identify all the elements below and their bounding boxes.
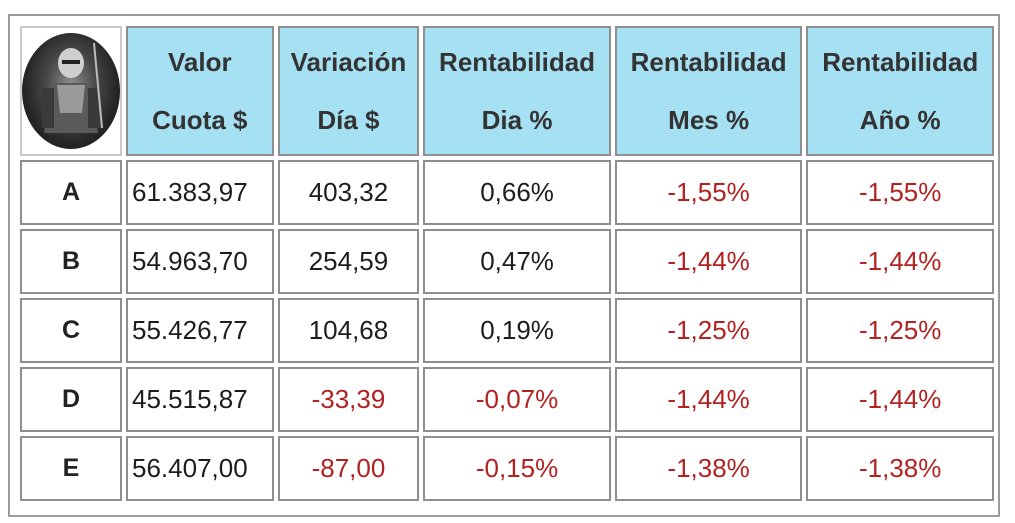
- variacion-dia-cell: -33,39: [277, 367, 420, 432]
- header-valor-cuota: Valor Cuota $: [126, 26, 274, 156]
- header-rent-ano: Rentabilidad Año %: [806, 26, 994, 156]
- rent-mes-cell: -1,25%: [614, 298, 803, 363]
- rent-mes-cell: -1,44%: [614, 229, 803, 294]
- rent-dia-cell: 0,47%: [423, 229, 611, 294]
- knight-logo-icon: [22, 33, 120, 149]
- header-rent-mes: Rentabilidad Mes %: [614, 26, 803, 156]
- header-valor-cuota-line1: Valor: [168, 47, 232, 77]
- header-rent-dia-line2: Dia %: [481, 105, 553, 135]
- valor-cuota-cell: 61.383,97: [126, 160, 274, 225]
- rent-mes-cell: -1,55%: [614, 160, 803, 225]
- fund-letter: E: [20, 436, 122, 501]
- rent-dia-cell: 0,19%: [423, 298, 611, 363]
- rent-ano-cell: -1,55%: [806, 160, 994, 225]
- fund-letter: D: [20, 367, 122, 432]
- logo-cell: [20, 26, 122, 156]
- header-valor-cuota-line2: Cuota $: [152, 105, 248, 135]
- rent-ano-cell: -1,25%: [806, 298, 994, 363]
- header-variacion-dia-line1: Variación: [290, 47, 407, 77]
- fund-letter: C: [20, 298, 122, 363]
- header-rent-ano-line2: Año %: [859, 105, 941, 135]
- fund-returns-table: Valor Cuota $ Variación Día $ Rentabilid…: [16, 22, 998, 505]
- knight-figure: [42, 42, 103, 133]
- table-row: E 56.407,00 -87,00 -0,15% -1,38% -1,38%: [20, 436, 994, 501]
- table-row: A 61.383,97 403,32 0,66% -1,55% -1,55%: [20, 160, 994, 225]
- header-row: Valor Cuota $ Variación Día $ Rentabilid…: [20, 26, 994, 156]
- rent-mes-cell: -1,44%: [614, 367, 803, 432]
- table-row: D 45.515,87 -33,39 -0,07% -1,44% -1,44%: [20, 367, 994, 432]
- rent-mes-cell: -1,38%: [614, 436, 803, 501]
- rent-dia-cell: -0,15%: [423, 436, 611, 501]
- fund-letter: B: [20, 229, 122, 294]
- rent-ano-cell: -1,44%: [806, 367, 994, 432]
- table-row: C 55.426,77 104,68 0,19% -1,25% -1,25%: [20, 298, 994, 363]
- variacion-dia-cell: 254,59: [277, 229, 420, 294]
- header-rent-mes-line1: Rentabilidad: [630, 47, 787, 77]
- variacion-dia-cell: -87,00: [277, 436, 420, 501]
- variacion-dia-cell: 403,32: [277, 160, 420, 225]
- header-rent-mes-line2: Mes %: [668, 105, 750, 135]
- variacion-dia-cell: 104,68: [277, 298, 420, 363]
- fund-table-frame: Valor Cuota $ Variación Día $ Rentabilid…: [8, 14, 1000, 517]
- rent-dia-cell: 0,66%: [423, 160, 611, 225]
- rent-dia-cell: -0,07%: [423, 367, 611, 432]
- header-rent-dia-line1: Rentabilidad: [439, 47, 596, 77]
- rent-ano-cell: -1,44%: [806, 229, 994, 294]
- valor-cuota-cell: 54.963,70: [126, 229, 274, 294]
- table-row: B 54.963,70 254,59 0,47% -1,44% -1,44%: [20, 229, 994, 294]
- header-variacion-dia: Variación Día $: [277, 26, 420, 156]
- header-rent-ano-line1: Rentabilidad: [822, 47, 979, 77]
- valor-cuota-cell: 56.407,00: [126, 436, 274, 501]
- fund-letter: A: [20, 160, 122, 225]
- header-rent-dia: Rentabilidad Dia %: [423, 26, 611, 156]
- rent-ano-cell: -1,38%: [806, 436, 994, 501]
- header-variacion-dia-line2: Día $: [317, 105, 380, 135]
- valor-cuota-cell: 55.426,77: [126, 298, 274, 363]
- valor-cuota-cell: 45.515,87: [126, 367, 274, 432]
